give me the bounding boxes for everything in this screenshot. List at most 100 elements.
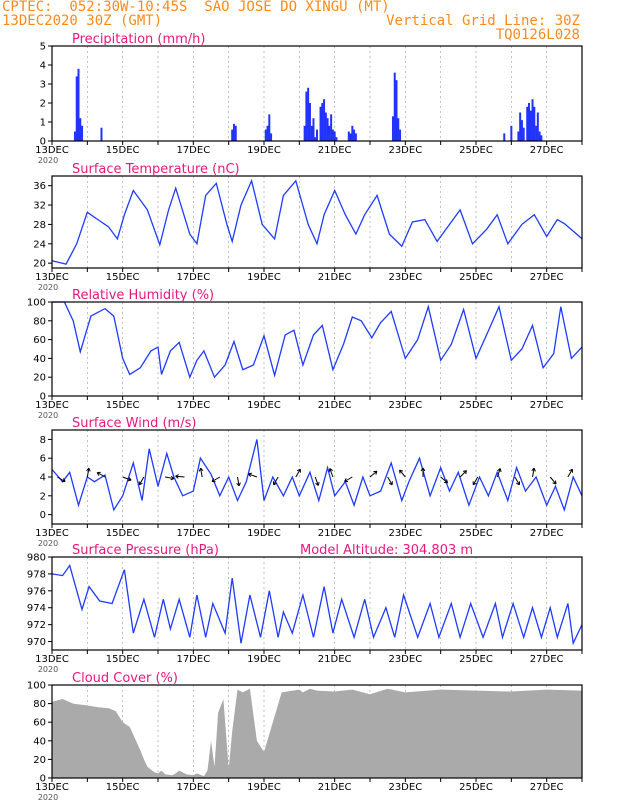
- y-tick-label: 28: [33, 220, 46, 231]
- x-tick-label: 25DEC: [459, 528, 493, 539]
- series-line: [51, 439, 583, 513]
- wind-vector: [472, 476, 479, 486]
- wind-vector: [514, 476, 520, 486]
- precip-bar: [397, 118, 400, 141]
- precip-bar: [328, 125, 331, 141]
- precip-bar: [391, 116, 394, 141]
- wind-vector-head: [198, 467, 202, 472]
- precip-bar: [351, 125, 354, 141]
- precip-bar: [231, 129, 234, 141]
- precip-bar: [393, 72, 396, 141]
- wind-vector: [314, 476, 319, 486]
- precip-bar: [312, 118, 315, 141]
- precip-bar: [266, 125, 269, 141]
- precip-bar: [323, 99, 326, 141]
- wind-vector-head: [328, 468, 331, 473]
- precip-bar: [81, 125, 84, 141]
- wind-vector-head: [552, 482, 557, 485]
- y-tick-label: 0: [40, 510, 46, 521]
- x-tick-label: 27DEC: [530, 400, 564, 411]
- y-tick-label: 1: [40, 118, 46, 129]
- wind-vector: [387, 476, 393, 486]
- wind-vector-head: [273, 482, 277, 486]
- y-tick-label: 0: [40, 137, 46, 148]
- precip-bar: [234, 125, 237, 141]
- precip-bar: [79, 118, 82, 141]
- wind-vector: [344, 476, 353, 482]
- x-tick-label: 17DEC: [176, 528, 210, 539]
- precip-bar: [331, 129, 334, 141]
- panel-subtitle: Model Altitude: 304.803 m: [300, 543, 473, 558]
- wind-vector-head: [462, 470, 467, 472]
- y-tick-label: 976: [27, 586, 46, 597]
- wind-vector: [57, 476, 66, 482]
- wind-vector-head: [248, 473, 252, 477]
- precip-bar: [519, 112, 522, 141]
- cloud-cover-area: [52, 688, 582, 778]
- year-label: 2020: [38, 156, 58, 165]
- precip-bar: [333, 131, 336, 141]
- wind-vector-head: [473, 482, 477, 486]
- wind-vector-head: [296, 468, 301, 472]
- y-tick-label: 978: [27, 569, 46, 580]
- x-tick-label: 13DEC: [35, 272, 69, 283]
- x-tick-label: 21DEC: [318, 145, 352, 156]
- precip-bar: [347, 131, 350, 141]
- y-tick-label: 20: [33, 259, 46, 270]
- wind-vector-head: [533, 467, 536, 472]
- x-tick-label: 13DEC: [35, 654, 69, 665]
- y-tick-label: 100: [27, 298, 46, 309]
- wind-vector: [122, 476, 132, 481]
- year-label: 2020: [38, 411, 58, 420]
- wind-vector: [86, 468, 90, 478]
- y-tick-label: 0: [40, 774, 46, 785]
- x-tick-label: 27DEC: [530, 654, 564, 665]
- y-tick-label: 40: [33, 354, 46, 365]
- y-tick-label: 974: [27, 603, 46, 614]
- wind-vector-head: [248, 472, 253, 475]
- y-tick-label: 40: [33, 736, 46, 747]
- precip-bar: [528, 103, 530, 141]
- series-line: [51, 564, 583, 646]
- x-tick-label: 19DEC: [247, 782, 281, 793]
- wind-vector: [567, 468, 573, 478]
- precip-bar: [316, 129, 318, 141]
- precip-bar: [354, 133, 357, 141]
- precip-bar: [314, 137, 317, 141]
- x-tick-label: 25DEC: [459, 654, 493, 665]
- panel-frame: [51, 175, 583, 269]
- x-tick-label: 19DEC: [247, 272, 281, 283]
- y-tick-label: 3: [40, 80, 46, 91]
- precip-bar: [533, 106, 536, 141]
- wind-vector-head: [516, 482, 520, 486]
- wind-vector: [248, 473, 258, 478]
- y-tick-label: 6: [40, 454, 46, 465]
- wind-vector: [459, 470, 467, 478]
- x-tick-label: 19DEC: [247, 145, 281, 156]
- x-tick-label: 25DEC: [459, 272, 493, 283]
- x-tick-label: 13DEC: [35, 145, 69, 156]
- wind-vector-head: [499, 468, 502, 473]
- x-tick-label: 23DEC: [388, 272, 422, 283]
- panel-frame: [51, 429, 583, 525]
- wind-vector-head: [329, 468, 333, 472]
- wind-vector-head: [446, 479, 449, 483]
- precip-bar: [529, 110, 532, 141]
- wind-vector-head: [170, 478, 175, 481]
- x-tick-label: 17DEC: [176, 145, 210, 156]
- wind-vector-head: [497, 468, 501, 472]
- panel-frame: [51, 45, 583, 142]
- wind-vector: [211, 476, 221, 482]
- wind-vector: [440, 476, 448, 484]
- precip-bar: [307, 87, 310, 141]
- precip-bar: [395, 80, 398, 141]
- precip-bar: [349, 133, 352, 141]
- x-tick-label: 23DEC: [388, 654, 422, 665]
- x-tick-label: 19DEC: [247, 654, 281, 665]
- y-tick-label: 24: [33, 239, 46, 250]
- precip-bar: [326, 118, 329, 141]
- x-tick-label: 15DEC: [106, 782, 140, 793]
- y-tick-label: 2: [40, 99, 46, 110]
- y-tick-label: 60: [33, 718, 46, 729]
- y-tick-label: 32: [33, 201, 46, 212]
